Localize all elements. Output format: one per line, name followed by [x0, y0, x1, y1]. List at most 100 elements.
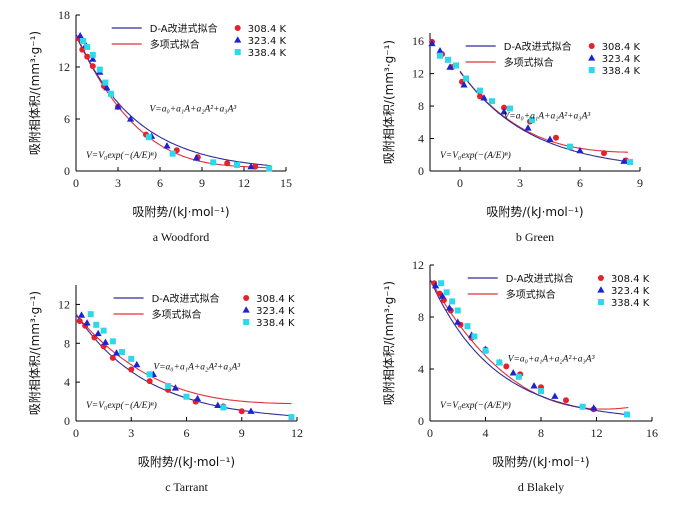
legend-marker-circle [597, 275, 604, 281]
y-tick-label: 8 [64, 336, 70, 350]
data-point-circle [238, 408, 245, 415]
x-axis-label: 吸附势/(kJ·mol⁻¹) [138, 455, 235, 469]
panel-caption: c Tarrant [165, 480, 208, 494]
legend-da-label: D-A改进式拟合 [504, 40, 572, 53]
legend-series-label: 338.4 K [248, 48, 287, 59]
data-point-triangle [247, 162, 255, 170]
data-point-triangle [94, 329, 102, 337]
data-point-circle [128, 366, 135, 373]
data-point-triangle [431, 282, 440, 289]
x-tick-label: 6 [157, 176, 163, 190]
x-tick-label: 0 [73, 426, 79, 440]
data-point-square [84, 44, 91, 51]
x-tick-label: 16 [646, 426, 658, 440]
data-point-square [210, 159, 217, 166]
data-point-triangle [590, 404, 598, 411]
data-point-square [627, 159, 633, 166]
legend-poly-label: 多项式拟合 [506, 288, 556, 301]
y-tick-label: 4 [64, 375, 70, 389]
data-point-triangle [551, 392, 559, 399]
chart-panel-a: 0 3 6 9 12 15 0 6 12 18 吸附势/(kJ·mol⁻¹) 吸附相体积/(mm³·g… [28, 8, 292, 244]
data-point-square [482, 347, 489, 354]
y-tick-label: 0 [418, 164, 424, 178]
data-point-square [183, 393, 190, 400]
legend-marker-circle [243, 295, 250, 301]
legend-marker-triangle [588, 54, 596, 61]
data-point-square [463, 75, 469, 82]
data-point-square [437, 52, 443, 59]
legend-da-label: D-A改进式拟合 [150, 22, 218, 35]
data-point-circle [601, 150, 607, 157]
data-point-square [454, 307, 461, 314]
data-point-circle [146, 378, 153, 385]
y-tick-label: 12 [412, 67, 424, 81]
data-point-triangle [163, 142, 171, 149]
data-point-square [529, 116, 535, 123]
data-point-triangle [480, 94, 488, 101]
legend-series-label: 323.4 K [611, 286, 650, 297]
data-point-triangle [546, 135, 554, 142]
poly-equation: V=a₀+a₁A+a₂A²+a₃A³ [504, 112, 591, 122]
poly-fit-line [75, 314, 292, 405]
x-tick-label: 9 [239, 426, 245, 440]
data-point-triangle [436, 47, 444, 54]
data-point-triangle [127, 115, 135, 122]
y-tick-label: 4 [418, 132, 424, 146]
y-tick-label: 8 [418, 310, 424, 324]
data-point-square [109, 338, 116, 345]
y-axis-label: 吸附相体积/(mm³·g⁻¹) [28, 291, 42, 415]
y-tick-label: 6 [64, 112, 70, 126]
x-tick-label: 3 [115, 176, 121, 190]
y-tick-label: 12 [58, 60, 70, 74]
data-point-square [87, 311, 94, 318]
y-tick-label: 12 [58, 297, 70, 311]
data-point-square [471, 333, 478, 340]
legend-series-label: 323.4 K [256, 306, 295, 317]
data-point-triangle [438, 292, 447, 299]
data-point-square [102, 79, 109, 86]
data-point-square [108, 90, 114, 97]
data-point-circle [501, 104, 507, 111]
data-point-triangle [428, 39, 436, 47]
data-point-circle [224, 160, 231, 167]
da-equation: V=V₀exp(−(A/E)ⁿ) [440, 150, 511, 161]
legend-poly-label: 多项式拟合 [152, 308, 202, 321]
x-tick-label: 0 [427, 426, 433, 440]
x-tick-label: 6 [184, 426, 190, 440]
data-point-square [438, 280, 445, 287]
y-tick-label: 12 [412, 258, 424, 272]
data-point-circle [503, 363, 510, 370]
y-axis-label: 吸附相体积/(mm³·g⁻¹) [382, 281, 396, 405]
legend-series-label: 308.4 K [256, 294, 295, 305]
data-point-square [445, 56, 451, 63]
da-equation: V=V₀exp(−(A/E)ⁿ) [86, 150, 157, 161]
legend-series-label: 323.4 K [248, 36, 287, 47]
x-tick-label: 6 [577, 176, 583, 190]
data-point-square [89, 51, 96, 58]
legend-series-label: 323.4 K [602, 54, 641, 65]
y-axis-label: 吸附相体积/(mm³·g⁻¹) [28, 31, 42, 155]
data-point-square [489, 98, 495, 105]
data-point-triangle [83, 319, 91, 326]
data-point-square [538, 388, 544, 395]
x-tick-label: 12 [291, 426, 303, 440]
data-point-triangle [576, 146, 584, 154]
data-point-triangle [620, 157, 628, 164]
x-tick-label: 0 [73, 176, 79, 190]
data-point-square [453, 62, 459, 69]
data-point-triangle [509, 369, 517, 376]
data-point-triangle [101, 338, 110, 345]
data-point-square [464, 323, 471, 330]
panel-caption: a Woodford [153, 230, 209, 244]
data-point-square [119, 349, 126, 356]
x-tick-label: 3 [517, 176, 523, 190]
chart-panel-d: 0 4 8 12 16 0 4 8 12 吸附势/(kJ·mol⁻¹) 吸附相体积/(mm³·g⁻¹… [382, 258, 658, 494]
x-tick-label: 8 [538, 426, 544, 440]
data-point-circle [562, 397, 569, 404]
data-point-triangle [214, 401, 222, 409]
data-point-triangle [460, 81, 468, 88]
data-point-circle [109, 354, 116, 361]
panel-caption: b Green [516, 230, 554, 244]
data-point-triangle [445, 304, 454, 311]
data-point-square [146, 371, 153, 378]
